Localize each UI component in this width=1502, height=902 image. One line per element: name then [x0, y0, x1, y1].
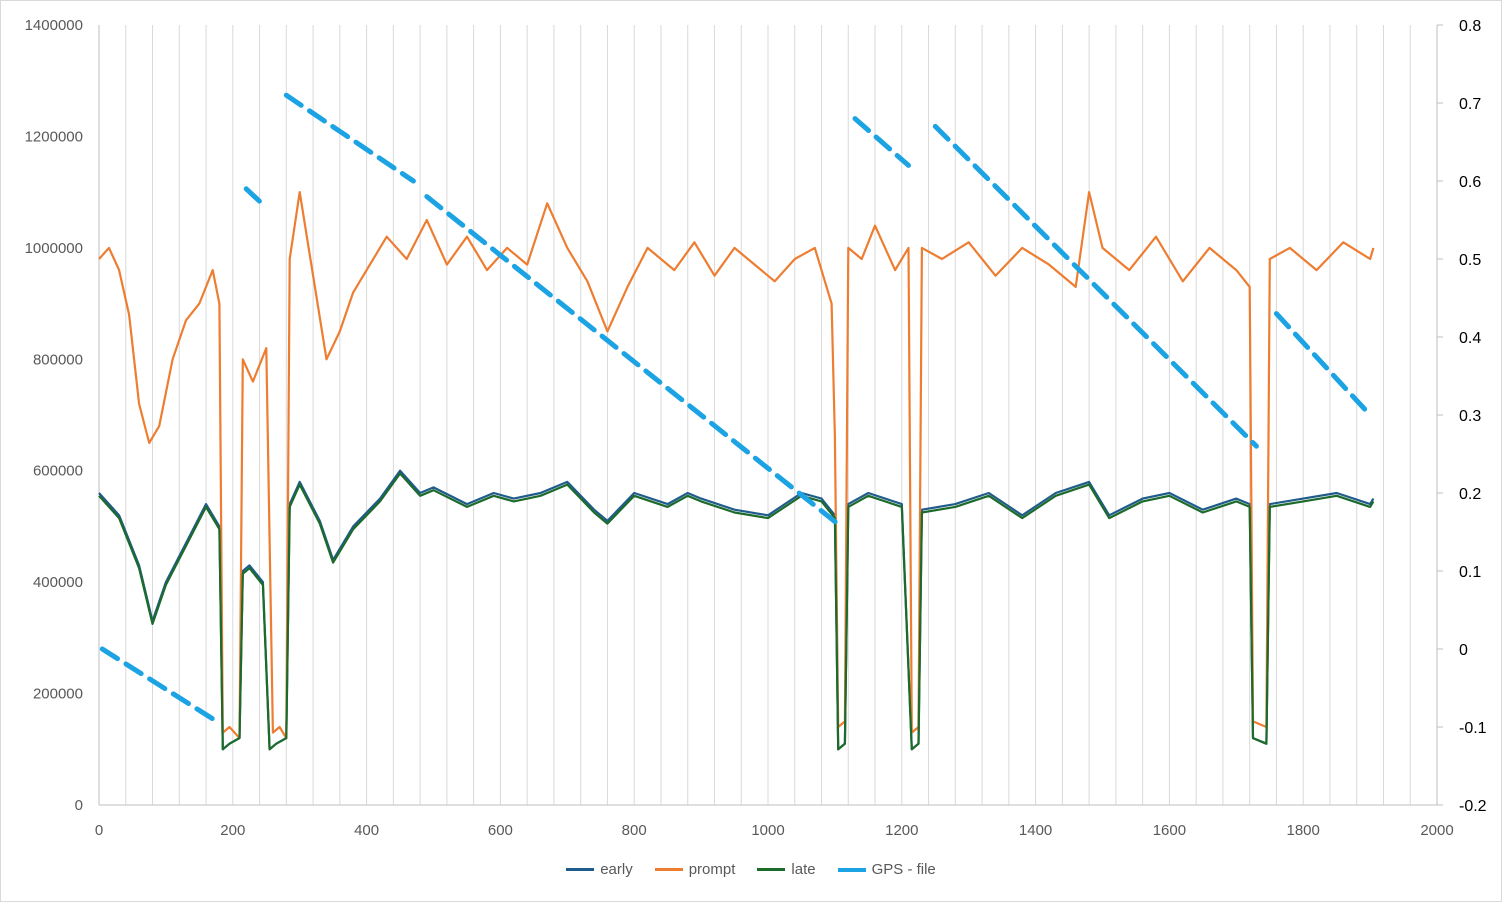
legend-label-late: late	[791, 861, 816, 878]
y2-tick-label: 0.1	[1459, 564, 1481, 581]
y-tick-label: 800000	[33, 351, 83, 368]
legend-swatch-gps-file	[837, 867, 866, 872]
y-tick-label: 1200000	[25, 128, 83, 145]
legend-label-gps-file: GPS - file	[871, 861, 936, 878]
series-layer	[98, 92, 1375, 751]
x-tick-label: 1200	[885, 822, 918, 839]
legend-label-early: early	[600, 861, 633, 878]
y2-tick-label: 0.6	[1459, 174, 1481, 191]
series-line-gps-file	[283, 92, 416, 184]
legend-item-gps-file: GPS - file	[837, 861, 936, 878]
tick-layer: 0 200 400 600 800 1000 1200 1400 1600 1800 2000 0 20…	[25, 17, 1487, 839]
series-line-gps-file	[932, 123, 1259, 449]
x-tick-label: 600	[488, 822, 513, 839]
x-tick-label: 400	[354, 822, 379, 839]
legend-swatch-prompt	[654, 868, 683, 871]
y2-tick-label: 0.5	[1459, 252, 1481, 269]
x-tick-label: 800	[622, 822, 647, 839]
y-tick-label: 0	[75, 797, 83, 814]
legend-swatch-late	[757, 868, 786, 871]
series-line-early	[98, 469, 1375, 751]
series-line-gps-file	[99, 646, 222, 726]
legend: early prompt late GPS - file	[1, 861, 1501, 878]
y-tick-label: 400000	[33, 574, 83, 591]
y2-tick-label: 0.4	[1459, 330, 1481, 347]
x-tick-label: 1600	[1153, 822, 1186, 839]
y2-tick-label: 0	[1459, 642, 1468, 659]
series-line-gps-file	[852, 116, 911, 168]
y2-tick-label: 0.7	[1459, 96, 1481, 113]
series-line-gps-file	[1273, 311, 1373, 418]
legend-label-prompt: prompt	[688, 861, 736, 878]
series-line-gps-file	[243, 186, 266, 207]
x-tick-label: 200	[220, 822, 245, 839]
x-tick-label: 1800	[1287, 822, 1320, 839]
y-tick-label: 600000	[33, 463, 83, 480]
y2-tick-label: -0.1	[1459, 720, 1487, 737]
series-line-gps-file	[424, 194, 841, 527]
grid-layer	[125, 25, 1411, 805]
legend-item-early: early	[566, 861, 633, 878]
x-tick-label: 1000	[751, 822, 784, 839]
legend-item-prompt: prompt	[654, 861, 736, 878]
series-line-late	[98, 472, 1375, 751]
y2-tick-label: 0.3	[1459, 408, 1481, 425]
y-tick-label: 1000000	[25, 240, 83, 257]
y-tick-label: 200000	[33, 686, 83, 703]
y2-tick-label: 0.8	[1459, 18, 1481, 35]
y2-tick-label: -0.2	[1459, 798, 1487, 815]
x-tick-label: 1400	[1019, 822, 1052, 839]
y-tick-label: 1400000	[25, 17, 83, 34]
x-tick-label: 2000	[1420, 822, 1453, 839]
legend-item-late: late	[757, 861, 816, 878]
x-tick-label: 0	[95, 822, 103, 839]
series-line-prompt	[98, 191, 1375, 740]
y2-tick-label: 0.2	[1459, 486, 1481, 503]
legend-swatch-early	[566, 868, 595, 871]
